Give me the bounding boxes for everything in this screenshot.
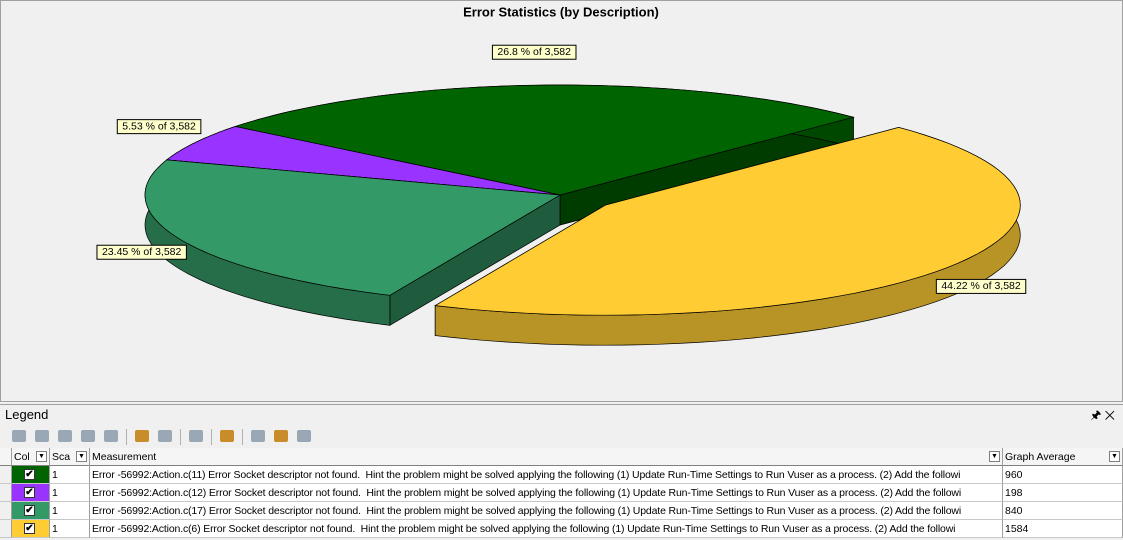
data-label: 26.8 % of 3,582 bbox=[491, 44, 577, 60]
separator bbox=[242, 429, 243, 445]
slice bbox=[434, 127, 1021, 316]
label-text: 26.8 % of 3,582 bbox=[497, 46, 571, 58]
toolbar-button[interactable] bbox=[274, 430, 288, 442]
toolbar-button[interactable] bbox=[189, 430, 203, 442]
checkbox[interactable]: ✔ bbox=[24, 523, 35, 534]
toolbar-button[interactable] bbox=[135, 430, 149, 442]
chart-title: Error Statistics (by Description) bbox=[463, 4, 659, 19]
chart: Error Statistics (by Description) 26.8 %… bbox=[0, 0, 1123, 402]
color-swatch: ✔ bbox=[12, 466, 50, 484]
data-label: 44.22 % of 3,582 bbox=[935, 278, 1027, 294]
scale-cell: 1 bbox=[50, 484, 90, 502]
toolbar-button[interactable] bbox=[220, 430, 234, 442]
scale-cell: 1 bbox=[50, 466, 90, 484]
data-label: 23.45 % of 3,582 bbox=[96, 244, 187, 260]
checkbox[interactable]: ✔ bbox=[24, 505, 35, 516]
toolbar-button[interactable] bbox=[58, 430, 72, 442]
dropdown[interactable]: ▼ bbox=[76, 451, 87, 462]
measurement-cell: Error -56992:Action.c(12) Error Socket d… bbox=[90, 484, 1003, 502]
panel-buttons[interactable]: 🖈 ✕ bbox=[1090, 408, 1115, 422]
slice bbox=[165, 126, 561, 196]
toolbar-button[interactable] bbox=[251, 430, 265, 442]
color-swatch: ✔ bbox=[12, 520, 50, 538]
separator bbox=[211, 429, 212, 445]
color-swatch: ✔ bbox=[12, 484, 50, 502]
graph-average-cell: 840 bbox=[1003, 502, 1123, 520]
color-swatch: ✔ bbox=[12, 502, 50, 520]
dropdown[interactable]: ▼ bbox=[989, 451, 1000, 462]
label-box bbox=[116, 119, 202, 135]
label-box bbox=[935, 278, 1027, 294]
toolbar-button[interactable] bbox=[12, 430, 26, 442]
toolbar bbox=[0, 426, 1123, 448]
graph-average-cell: 198 bbox=[1003, 484, 1123, 502]
row-selector[interactable] bbox=[0, 502, 12, 520]
slice bbox=[233, 84, 855, 196]
label-box bbox=[491, 44, 577, 60]
toolbar-button[interactable] bbox=[35, 430, 49, 442]
checkbox[interactable]: ✔ bbox=[24, 469, 35, 480]
scale-cell: 1 bbox=[50, 520, 90, 538]
scale-cell: 1 bbox=[50, 502, 90, 520]
toolbar-button[interactable] bbox=[81, 430, 95, 442]
row-selector[interactable] bbox=[0, 466, 12, 484]
graph-average-cell: 960 bbox=[1003, 466, 1123, 484]
measurement-cell: Error -56992:Action.c(6) Error Socket de… bbox=[90, 520, 1003, 538]
data-label: 5.53 % of 3,582 bbox=[116, 119, 202, 135]
dropdown[interactable]: ▼ bbox=[36, 451, 47, 462]
measurement-cell: Error -56992:Action.c(17) Error Socket d… bbox=[90, 502, 1003, 520]
dropdown[interactable]: ▼ bbox=[1109, 451, 1120, 462]
toolbar-button[interactable] bbox=[104, 430, 118, 442]
separator bbox=[180, 429, 181, 445]
row-selector[interactable] bbox=[0, 484, 12, 502]
graph-average-cell: 1584 bbox=[1003, 520, 1123, 538]
label-text: 23.45 % of 3,582 bbox=[102, 246, 182, 258]
label-box bbox=[96, 244, 187, 260]
slice bbox=[144, 159, 562, 296]
column-header[interactable]: Graph Average ▼ bbox=[1003, 448, 1123, 466]
toolbar-button[interactable] bbox=[158, 430, 172, 442]
row-selector[interactable] bbox=[0, 520, 12, 538]
label-text: 5.53 % of 3,582 bbox=[122, 120, 196, 132]
separator bbox=[126, 429, 127, 445]
legend-title: Legend bbox=[5, 407, 49, 422]
toolbar-button[interactable] bbox=[297, 430, 311, 442]
measurement-cell: Error -56992:Action.c(11) Error Socket d… bbox=[90, 466, 1003, 484]
legend-panel: Legend 🖈 ✕ Col ▼ Sca ▼ Measurement ▼ Graph Ave… bbox=[0, 404, 1123, 540]
label-text: 44.22 % of 3,582 bbox=[941, 280, 1021, 292]
column-header[interactable]: Col ▼ bbox=[12, 448, 50, 466]
column-header[interactable]: Measurement ▼ bbox=[90, 448, 1003, 466]
checkbox[interactable]: ✔ bbox=[24, 487, 35, 498]
column-header[interactable]: Sca ▼ bbox=[50, 448, 90, 466]
row-selector[interactable] bbox=[0, 448, 12, 466]
